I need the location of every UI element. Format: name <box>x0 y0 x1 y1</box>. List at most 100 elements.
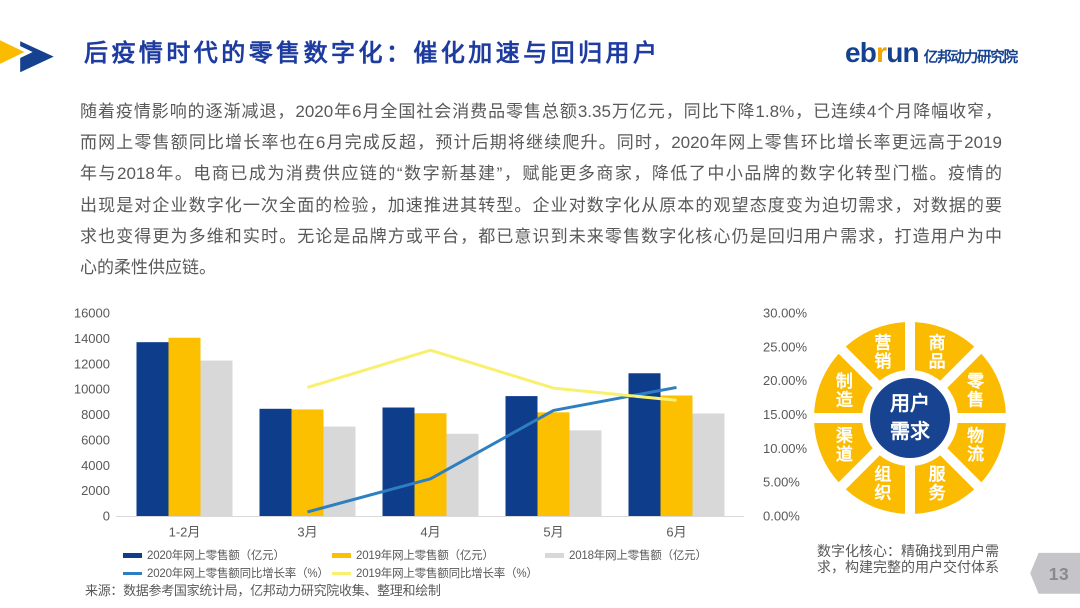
logo-cjk-name: 亿邦动力研究院 <box>923 50 1018 66</box>
wheel-caption-line: 数字化核心：精确找到用户需 <box>817 543 999 559</box>
paragraph-line: 求也变得更为多维和实时。无论是品牌方或平台，都已意识到未来零售数字化核心仍是回归… <box>80 226 1002 246</box>
legend-label: 2020年网上零售额（亿元） <box>147 550 285 562</box>
wheel-segment-label: 零售 <box>966 372 985 409</box>
bar <box>660 395 693 516</box>
arrow-blue-triangle <box>20 41 54 73</box>
growth-line <box>307 385 677 514</box>
wheel-segment-char: 织 <box>874 482 891 502</box>
legend-item: 2019年网上零售额同比增长率（%） <box>332 566 538 580</box>
wheel-segment-label: 制造 <box>836 371 854 409</box>
bar <box>382 407 415 516</box>
wheel-caption-line: 求，构建完整的用户交付体系 <box>817 559 999 576</box>
wheel-center-circle <box>870 378 950 458</box>
y-right-tick-label: 15.00% <box>763 407 808 422</box>
bar <box>537 412 570 516</box>
legend-item: 2020年网上零售额（亿元） <box>123 548 285 562</box>
legend-marker <box>123 552 142 558</box>
x-tick-label: 3月 <box>297 525 317 540</box>
y-left-tick-label: 8000 <box>81 407 110 422</box>
bar <box>168 337 201 516</box>
wheel-center-label: 用户 <box>890 391 930 415</box>
paragraph-line: 出现是对企业数字化一次全面的检验，加速推进其转型。企业对数字化从原本的观望态度变… <box>80 195 1002 215</box>
wheel-segment-char: 商 <box>929 333 946 353</box>
wheel-segment-label: 服务 <box>929 465 947 502</box>
wheel-segment-char: 零 <box>966 372 985 391</box>
page-number: 13 <box>1049 564 1069 584</box>
bar <box>414 413 447 516</box>
wheel-segment-char: 造 <box>836 391 854 410</box>
growth-line <box>307 348 677 402</box>
x-tick-label: 5月 <box>543 525 563 540</box>
title-arrow-icon <box>0 36 54 73</box>
y-right-tick-label: 20.00% <box>763 373 808 388</box>
wheel-segment-char: 流 <box>967 444 984 464</box>
y-left-tick-label: 10000 <box>74 382 110 397</box>
wheel-segment-char: 销 <box>874 351 891 371</box>
wheel-segment-label: 渠道 <box>835 425 854 463</box>
legend-item: 2018年网上零售额（亿元） <box>545 548 707 562</box>
legend-item: 2019年网上零售额（亿元） <box>332 548 494 562</box>
legend-label: 2018年网上零售额（亿元） <box>569 550 707 562</box>
wheel-segment-label: 营销 <box>874 333 891 371</box>
wheel-segment-char: 售 <box>967 390 984 410</box>
y-right-tick-label: 10.00% <box>763 441 808 456</box>
legend-item: 2020年网上零售额同比增长率（%） <box>123 566 329 580</box>
legend-marker <box>123 571 142 575</box>
logo-latin-suffix: un <box>886 37 919 68</box>
bar <box>569 430 602 516</box>
paragraph-line: 心的柔性供应链。 <box>80 258 216 278</box>
y-left-tick-label: 4000 <box>81 458 110 473</box>
wheel-segment-char: 务 <box>929 482 947 502</box>
retail-chart: 0 2000 4000 6000 8000 10000 12000 14000 16000 0.0… <box>74 306 808 540</box>
bar <box>505 396 538 516</box>
y-left-tick-label: 14000 <box>74 331 110 346</box>
wheel-caption: 数字化核心：精确找到用户需 求，构建完整的用户交付体系 <box>817 543 999 576</box>
paragraph-line: 年与2018年。电商已成为消费供应链的“数字新基建”，赋能更多商家，降低了中小品… <box>80 164 1002 184</box>
wheel-segment-char: 组 <box>874 464 891 484</box>
y-left-tick-label: 16000 <box>74 306 110 321</box>
y-right-tick-label: 30.00% <box>763 306 808 321</box>
wheel-segment-char: 服 <box>929 465 947 484</box>
page-number-tab: 13 <box>1030 552 1080 594</box>
page-tab-shape <box>1030 552 1080 594</box>
body-paragraph: 随着疫情影响的逐渐减退，2020年6月全国社会消费品零售总额3.35万亿元，同比… <box>80 96 1002 283</box>
legend-label: 2020年网上零售额同比增长率（%） <box>147 568 329 580</box>
y-left-tick-label: 0 <box>103 509 110 524</box>
bar <box>692 413 725 516</box>
bar <box>136 342 169 516</box>
bar <box>291 409 324 516</box>
wheel-segment-label: 物流 <box>967 425 984 463</box>
logo-latin-prefix: eb <box>845 37 877 68</box>
legend-label: 2019年网上零售额（亿元） <box>356 550 494 562</box>
legend-marker <box>332 552 351 558</box>
wheel-segment-char: 物 <box>967 425 984 445</box>
x-tick-label: 1-2月 <box>169 525 201 540</box>
wheel-segment-char: 道 <box>836 444 853 464</box>
legend-marker <box>332 571 351 575</box>
page-title: 后疫情时代的零售数字化：催化加速与回归用户 <box>84 40 661 67</box>
y-right-tick-label: 0.00% <box>763 509 800 524</box>
bar <box>446 433 479 516</box>
source-note: 来源：数据参考国家统计局，亿邦动力研究院收集、整理和绘制 <box>85 583 441 598</box>
wheel-segment-label: 组织 <box>874 464 891 502</box>
wheel-segment-char: 品 <box>929 352 946 371</box>
bar <box>200 360 233 516</box>
arrow-yellow-triangle <box>0 36 33 68</box>
logo-wordmark: ebrun <box>845 37 920 68</box>
legend-marker <box>545 552 564 558</box>
wheel-segment-char: 制 <box>836 371 853 391</box>
wheel-segment-char: 营 <box>874 333 891 353</box>
x-tick-label: 6月 <box>666 525 686 540</box>
paragraph-line: 随着疫情影响的逐渐减退，2020年6月全国社会消费品零售总额3.35万亿元，同比… <box>80 102 1002 121</box>
bar <box>259 408 292 516</box>
y-right-tick-label: 25.00% <box>763 339 808 354</box>
wheel-segment-label: 商品 <box>929 333 946 371</box>
y-right-tick-label: 5.00% <box>763 475 800 490</box>
legend-label: 2019年网上零售额同比增长率（%） <box>356 568 538 580</box>
brand-logo: ebrun 亿邦动力研究院 <box>845 37 1018 68</box>
x-tick-label: 4月 <box>420 525 440 540</box>
y-left-tick-label: 12000 <box>74 356 110 371</box>
wheel-center-label: 需求 <box>890 420 931 443</box>
